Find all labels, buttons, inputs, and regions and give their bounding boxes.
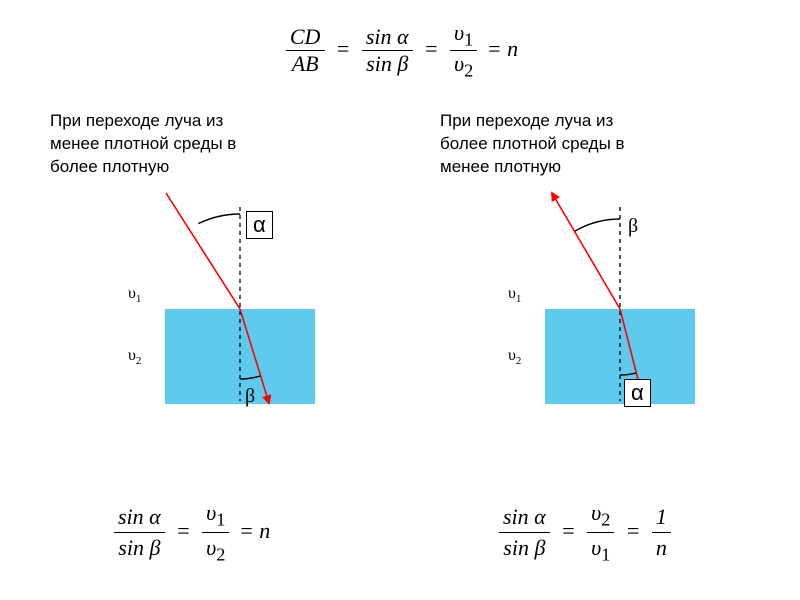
v1-label-left: υ1 (128, 285, 141, 305)
left-column: При переходе луча из менее плотной среды… (50, 110, 410, 419)
beta-label-right: β (628, 215, 638, 238)
alpha-label-left: α (246, 211, 273, 239)
f-den: AB (286, 51, 325, 77)
beta-label-left: β (245, 385, 255, 408)
left-caption: При переходе луча из менее плотной среды… (50, 110, 410, 179)
right-svg (440, 189, 740, 419)
right-caption: При переходе луча из более плотной среды… (440, 110, 800, 179)
right-formula: sin αsin β = υ2υ1 = 1n (495, 500, 675, 566)
v2-label-left: υ2 (128, 347, 141, 367)
f-num: CD (286, 24, 325, 51)
left-formula: sin αsin β = υ1υ2 = n (110, 500, 270, 566)
right-column: При переходе луча из более плотной среды… (440, 110, 800, 419)
left-diagram: α β υ1 υ2 (50, 189, 350, 419)
right-diagram: β α υ1 υ2 (440, 189, 740, 419)
alpha-label-right: α (624, 379, 651, 407)
left-svg (50, 189, 350, 419)
v2-label-right: υ2 (508, 347, 521, 367)
v1-label-right: υ1 (508, 285, 521, 305)
top-formula: CDAB = sin αsin β = υ1υ2 = n (282, 20, 518, 82)
